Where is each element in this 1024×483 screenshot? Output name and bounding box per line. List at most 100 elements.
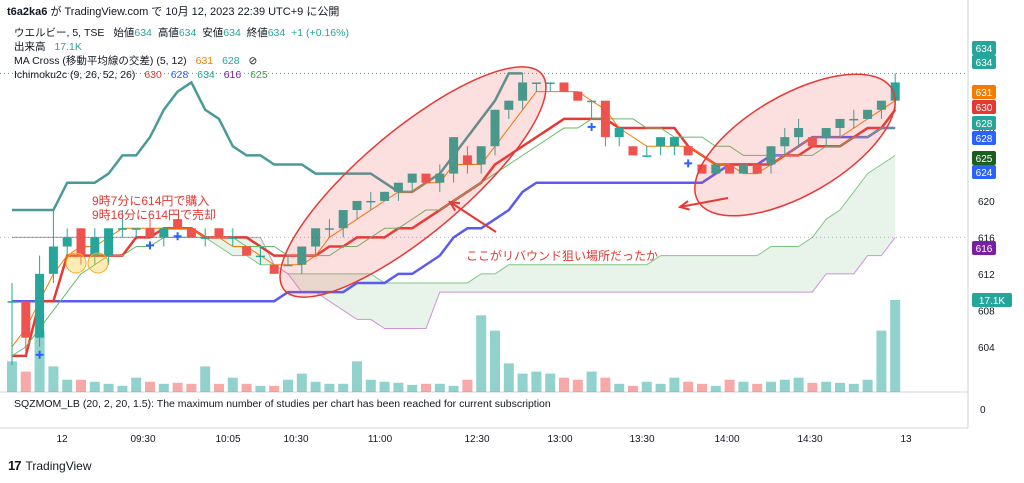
price-badge[interactable]: 17.1K	[972, 293, 1012, 307]
price-badge[interactable]: 628	[972, 131, 996, 145]
price-badge-label: 630	[976, 103, 993, 114]
candle-body	[159, 228, 169, 238]
open-label: 始値	[113, 27, 135, 39]
price-tick-label: 612	[978, 270, 995, 281]
price-badge-label: 631	[976, 88, 993, 99]
candle-body	[131, 228, 141, 230]
candle	[642, 146, 652, 157]
candle	[600, 100, 610, 147]
volume-bar	[131, 377, 142, 392]
candle	[117, 210, 127, 238]
candle-body	[21, 301, 31, 338]
price-badge-bg	[972, 41, 996, 55]
indicator-value: 630	[144, 69, 162, 81]
volume-bar	[158, 383, 169, 392]
candle-body	[462, 155, 472, 165]
price-badge[interactable]: 631	[972, 85, 996, 99]
candle-body	[752, 164, 762, 174]
candle-body	[656, 137, 666, 147]
arrow-shaft	[449, 201, 497, 233]
candle	[214, 228, 224, 238]
price-badge-label: 616	[976, 244, 993, 255]
price-badge[interactable]: 624	[972, 165, 996, 179]
publish-info: が TradingView.com で 10月 12, 2023 22:39 U…	[50, 6, 340, 18]
candle-body	[683, 146, 693, 156]
volume-legend[interactable]: 出来高 17.1K	[14, 41, 82, 53]
candle	[393, 182, 403, 201]
volume-bar	[779, 379, 790, 392]
candle	[559, 82, 569, 92]
candle-body	[573, 91, 583, 101]
price-tick-label: 604	[978, 343, 995, 354]
price-badge[interactable]: 625	[972, 151, 996, 165]
candle	[145, 219, 155, 238]
candle	[21, 301, 31, 356]
candle	[628, 146, 638, 156]
arrow-head	[448, 200, 461, 212]
volume-bar	[807, 382, 818, 392]
candle-body	[628, 146, 638, 156]
indicator-value: ⊘	[248, 55, 258, 67]
candle-body	[876, 100, 886, 110]
volume-bar	[352, 361, 362, 392]
sqzmom-notice: SQZMOM_LB (20, 2, 20, 1.5): The maximum …	[14, 398, 551, 410]
indicator-value: 17.1K	[54, 41, 82, 53]
candle	[573, 91, 583, 101]
volume-bar	[76, 379, 86, 392]
price-badge[interactable]: 616	[972, 241, 996, 255]
candle	[352, 200, 362, 220]
open-value: 634	[134, 27, 152, 39]
price-badge[interactable]: 630	[972, 100, 996, 114]
ma-slow-line	[11, 118, 896, 357]
volume-bar	[255, 385, 266, 392]
price-tick-label: 608	[978, 306, 995, 317]
ma-cross-legend[interactable]: MA Cross (移動平均線の交差) (5, 12) 631 628 ⊘	[14, 55, 257, 67]
author-name[interactable]: t6a2ka6	[7, 6, 48, 18]
candle-body	[173, 219, 183, 229]
volume-bar	[379, 381, 390, 392]
candle	[490, 109, 500, 156]
close-value: 634	[267, 27, 286, 39]
candle	[725, 164, 735, 174]
volume-bar	[876, 330, 887, 392]
volume-bar	[89, 381, 100, 392]
volume-bar	[545, 373, 556, 392]
candle	[614, 128, 624, 147]
price-badge[interactable]: 634	[972, 41, 996, 55]
volume-bar	[697, 383, 707, 392]
candle-body	[476, 146, 486, 165]
indicator-name: 出来高	[14, 41, 46, 53]
price-tick-label: 616	[978, 233, 995, 244]
cross-marker	[146, 241, 154, 250]
volume-bar	[738, 381, 749, 392]
price-badge[interactable]: 628	[972, 116, 996, 130]
candle-body	[255, 255, 265, 258]
candle-body	[48, 246, 58, 274]
candle	[504, 100, 514, 119]
volume-bar	[476, 315, 487, 392]
candle-body	[794, 128, 804, 138]
volume-bar	[434, 383, 445, 392]
tradingview-brand[interactable]: 17 TradingView	[8, 458, 92, 473]
candle-body	[269, 264, 279, 274]
rebound-arrow-left	[448, 200, 497, 233]
candle	[200, 228, 210, 247]
candle	[794, 118, 804, 147]
volume-bar	[269, 385, 280, 392]
candle	[545, 82, 555, 92]
volume-bar	[641, 381, 652, 392]
symbol-legend[interactable]: ウエルビー, 5, TSE 始値634 高値634 安値634 終値634 +1…	[14, 27, 349, 39]
price-badge-label: 634	[976, 44, 993, 55]
price-badge[interactable]: 634	[972, 55, 996, 69]
volume-bar	[559, 377, 569, 392]
low-value: 634	[223, 27, 241, 39]
volume-bar	[655, 383, 666, 392]
volume-bar	[490, 330, 500, 392]
candle-body	[518, 82, 528, 101]
ichimoku-legend[interactable]: Ichimoku2c (9, 26, 52, 26) 630 628 634 6…	[14, 69, 268, 81]
volume-bar	[766, 381, 776, 392]
candle-body	[242, 246, 252, 256]
candle-body	[104, 228, 114, 256]
candle-body	[642, 155, 652, 157]
